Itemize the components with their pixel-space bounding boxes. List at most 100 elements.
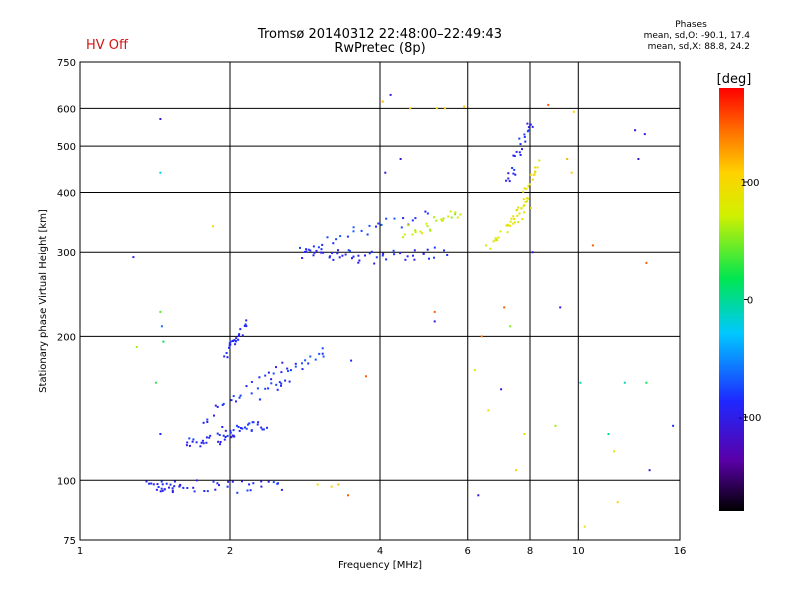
data-point <box>157 486 160 488</box>
data-point <box>244 426 246 429</box>
data-point <box>159 490 162 493</box>
y-axis-label: Stationary phase Virtual Height [km] <box>38 209 49 393</box>
data-point <box>365 375 367 378</box>
data-point <box>607 433 610 435</box>
data-point <box>358 259 361 262</box>
data-point <box>519 143 522 146</box>
data-point <box>406 224 409 227</box>
data-point <box>280 384 282 387</box>
data-point <box>450 216 453 219</box>
data-point <box>195 441 198 444</box>
data-point <box>522 190 525 193</box>
data-point <box>280 488 283 491</box>
data-point <box>381 100 384 103</box>
data-point <box>424 210 427 213</box>
data-point <box>335 238 338 241</box>
data-point <box>514 173 517 176</box>
data-point <box>517 206 519 209</box>
data-point <box>318 352 321 355</box>
data-point <box>171 487 174 490</box>
data-point <box>209 434 212 437</box>
data-point <box>523 211 526 214</box>
data-point <box>218 484 220 487</box>
data-point <box>505 224 508 227</box>
data-point <box>280 382 283 385</box>
y-tick-label: 400 <box>57 188 76 199</box>
data-point <box>393 253 396 256</box>
y-tick-label: 300 <box>57 248 76 259</box>
data-point <box>328 256 331 259</box>
data-point <box>435 219 438 222</box>
data-point <box>322 251 325 254</box>
data-point <box>456 216 459 219</box>
data-point <box>522 198 525 201</box>
data-point <box>288 380 291 383</box>
data-point <box>429 229 432 232</box>
data-point <box>244 323 247 326</box>
data-point <box>527 129 530 132</box>
y-tick-label: 500 <box>57 142 76 153</box>
data-point <box>352 230 355 233</box>
data-point <box>232 395 235 398</box>
data-point <box>672 424 675 427</box>
colorbar-gradient <box>719 88 744 511</box>
data-point <box>321 352 324 355</box>
data-point <box>523 187 526 190</box>
data-point <box>533 173 536 176</box>
data-point <box>521 218 524 221</box>
data-point <box>496 239 499 242</box>
data-point <box>414 229 417 232</box>
data-point <box>173 480 176 483</box>
data-point <box>512 154 515 157</box>
data-point <box>182 486 185 489</box>
data-point <box>233 339 236 342</box>
data-point <box>523 433 526 435</box>
data-point <box>346 235 349 238</box>
data-point <box>613 450 616 453</box>
data-point <box>349 250 351 253</box>
data-point <box>326 236 329 239</box>
data-point <box>135 346 138 348</box>
data-point <box>443 249 445 252</box>
data-point <box>528 183 531 186</box>
data-point <box>206 421 209 423</box>
data-point <box>531 178 534 181</box>
data-point <box>212 480 215 483</box>
data-point <box>443 107 446 110</box>
data-point <box>248 422 251 425</box>
data-point <box>485 244 488 247</box>
phase-stats: Phases mean, sd,O: -90.1, 17.4 mean, sd,… <box>592 20 750 53</box>
data-point <box>224 436 227 438</box>
data-point <box>223 355 226 358</box>
data-point <box>385 217 388 220</box>
data-point <box>281 361 284 364</box>
data-point <box>373 262 376 265</box>
data-point <box>226 356 229 359</box>
data-point <box>224 429 227 432</box>
data-point <box>275 383 278 386</box>
data-point <box>245 427 248 430</box>
data-point <box>304 250 306 253</box>
data-point <box>506 231 509 234</box>
data-point <box>231 480 234 483</box>
data-point <box>159 118 162 120</box>
data-point <box>509 325 512 328</box>
x-tick-label: 1 <box>77 546 83 557</box>
data-point <box>206 418 209 421</box>
data-point <box>413 249 416 252</box>
data-point <box>385 258 388 261</box>
data-point <box>205 436 208 439</box>
data-point <box>566 158 569 160</box>
data-point <box>132 256 135 259</box>
data-point <box>531 251 534 254</box>
data-point <box>260 480 263 483</box>
data-point <box>218 434 221 436</box>
data-point <box>168 486 170 489</box>
data-point <box>645 381 648 384</box>
data-point <box>523 136 526 138</box>
y-tick-label: 100 <box>57 476 76 487</box>
data-point <box>270 382 273 385</box>
data-point <box>433 246 436 249</box>
data-point <box>159 310 162 313</box>
